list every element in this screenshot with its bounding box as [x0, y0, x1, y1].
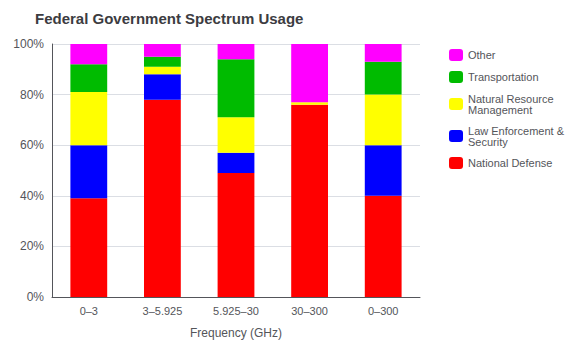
svg-text:40%: 40% — [20, 189, 44, 203]
svg-text:30–300: 30–300 — [291, 305, 328, 317]
svg-text:0–300: 0–300 — [368, 305, 399, 317]
svg-text:Security: Security — [468, 136, 508, 148]
svg-text:0–3: 0–3 — [80, 305, 98, 317]
svg-text:80%: 80% — [20, 88, 44, 102]
svg-text:Law Enforcement &: Law Enforcement & — [468, 124, 564, 137]
svg-text:Federal Government Spectrum Us: Federal Government Spectrum Usage — [35, 10, 303, 27]
svg-text:3–5.925: 3–5.925 — [143, 305, 183, 317]
svg-text:5.925–30: 5.925–30 — [213, 305, 259, 317]
svg-text:Frequency (GHz): Frequency (GHz) — [190, 326, 282, 340]
svg-text:100%: 100% — [13, 37, 44, 51]
svg-text:Natural Resource: Natural Resource — [468, 92, 554, 105]
svg-text:60%: 60% — [20, 138, 44, 152]
svg-text:0%: 0% — [27, 290, 45, 304]
svg-text:National Defense: National Defense — [468, 157, 552, 169]
svg-text:Transportation: Transportation — [468, 71, 539, 83]
svg-text:20%: 20% — [20, 239, 44, 253]
svg-text:Management: Management — [468, 104, 532, 116]
svg-text:Other: Other — [468, 49, 496, 61]
